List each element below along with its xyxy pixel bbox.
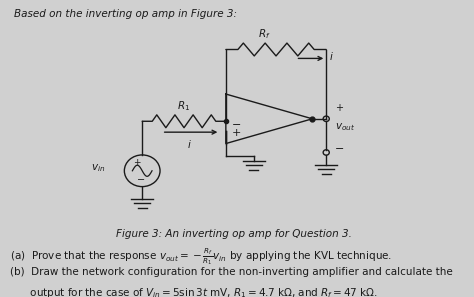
Text: $v_{out}$: $v_{out}$ (335, 121, 355, 133)
Text: +: + (335, 103, 343, 113)
Text: output for the case of $V_{in} = 5\sin 3t$ mV, $R_1 = 4.7$ k$\Omega$, and $R_f =: output for the case of $V_{in} = 5\sin 3… (10, 286, 378, 297)
Text: $R_1$: $R_1$ (177, 99, 191, 113)
Text: Based on the inverting op amp in Figure 3:: Based on the inverting op amp in Figure … (14, 9, 237, 19)
Text: −: − (137, 175, 146, 185)
Text: (a)  Prove that the response $v_{out} = -\frac{R_f}{R_1}v_{in}$ by applying the : (a) Prove that the response $v_{out} = -… (10, 246, 392, 267)
Text: (b)  Draw the network configuration for the non-inverting amplifier and calculat: (b) Draw the network configuration for t… (10, 267, 453, 277)
Text: +: + (133, 158, 141, 167)
Text: $-$: $-$ (231, 118, 242, 128)
Text: $+$: $+$ (231, 127, 242, 138)
Text: −: − (335, 143, 344, 154)
Text: $v_{in}$: $v_{in}$ (91, 162, 105, 174)
Text: $R_f$: $R_f$ (258, 27, 270, 41)
Text: $i$: $i$ (329, 50, 334, 62)
Text: Figure 3: An inverting op amp for Question 3.: Figure 3: An inverting op amp for Questi… (116, 229, 352, 239)
Text: $i$: $i$ (187, 138, 192, 150)
